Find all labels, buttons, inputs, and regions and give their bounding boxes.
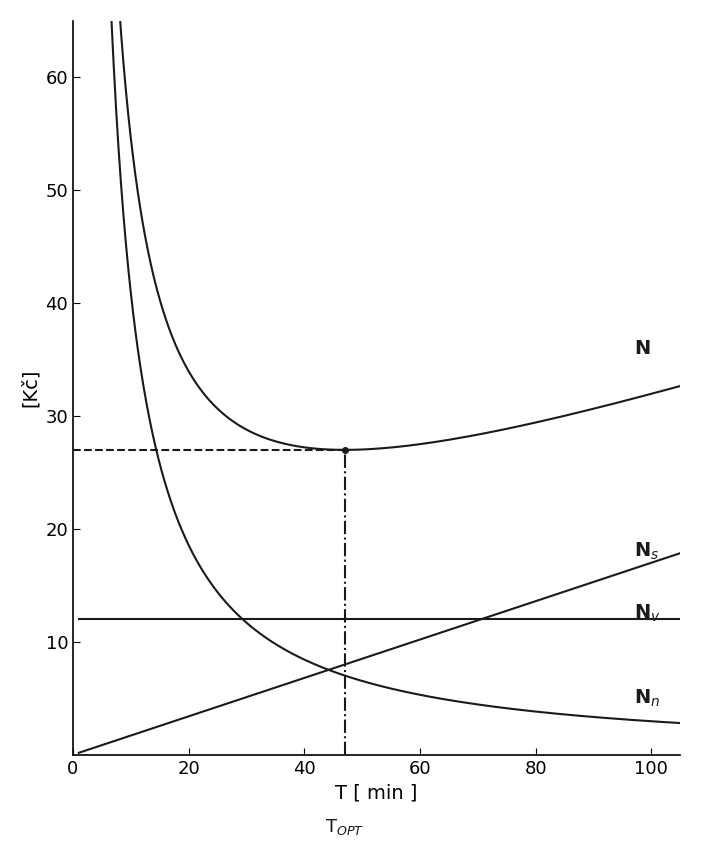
- X-axis label: T [ min ]: T [ min ]: [335, 783, 418, 802]
- Text: T$_{OPT}$: T$_{OPT}$: [325, 817, 365, 837]
- Text: N$_n$: N$_n$: [634, 688, 660, 709]
- Y-axis label: [Kč]: [Kč]: [21, 368, 40, 407]
- Text: N$_s$: N$_s$: [634, 541, 659, 563]
- Text: N$_v$: N$_v$: [634, 603, 660, 625]
- Text: N: N: [634, 339, 650, 357]
